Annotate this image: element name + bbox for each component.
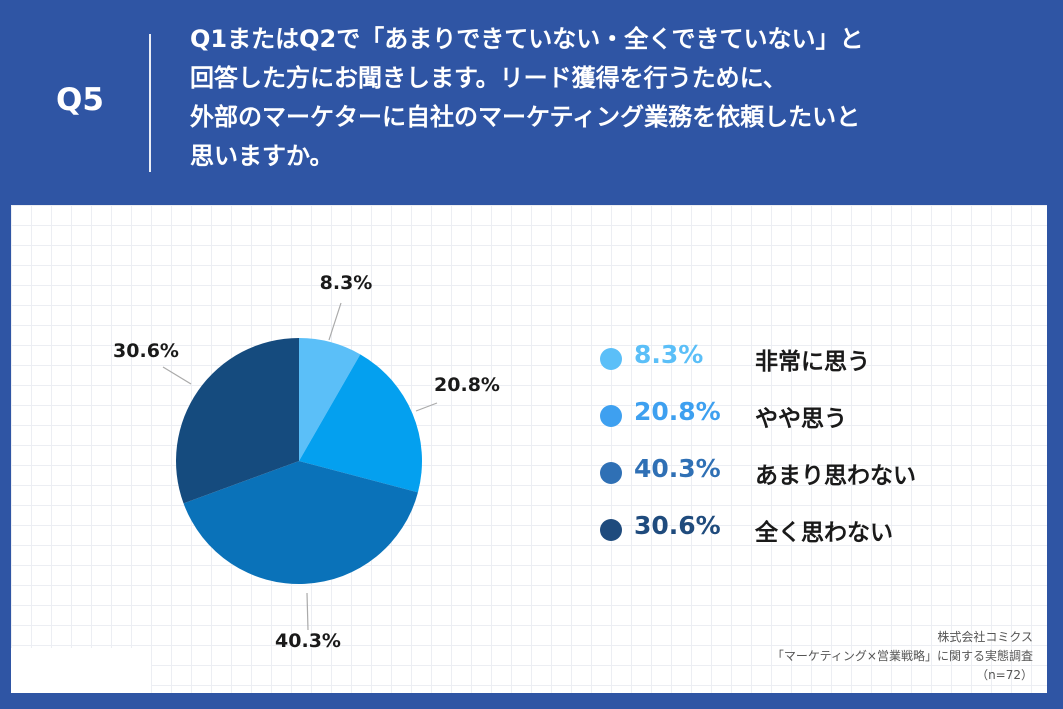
pie-slice	[299, 354, 422, 493]
source-survey: 「マーケティング×営業戦略」に関する実態調査	[771, 649, 1033, 663]
leader-line	[415, 402, 438, 412]
leader-line	[306, 592, 309, 631]
question-text: Q1またはQ2で「あまりできていない・全くできていない」と 回答した方にお聞きし…	[190, 20, 1010, 176]
chart-panel: 8.3% 20.8% 40.3% 30.6% 8.3% 非常に思う 20.8% やや思…	[11, 205, 1047, 693]
pie-slice	[183, 461, 418, 584]
question-line: Q1またはQ2で「あまりできていない・全くできていない」と	[190, 25, 864, 53]
slice-value-label: 8.3%	[320, 272, 373, 294]
question-line: 回答した方にお聞きします。リード獲得を行うために、	[190, 64, 787, 92]
slice-value-label: 20.8%	[434, 374, 500, 396]
pie-slice	[299, 338, 361, 461]
corner-mask	[11, 648, 151, 693]
leader-line	[162, 366, 192, 385]
question-number: Q5	[56, 82, 104, 118]
leader-line	[328, 302, 342, 341]
legend-label: あまり思わない	[755, 463, 916, 489]
legend-percent: 30.6%	[634, 511, 721, 540]
legend-dot	[600, 462, 622, 484]
legend-dot	[600, 405, 622, 427]
question-line: 外部のマーケターに自社のマーケティング業務を依頼したいと	[190, 103, 861, 131]
slice-value-label: 30.6%	[113, 340, 179, 362]
legend-label: やや思う	[755, 406, 847, 432]
source-note: 株式会社コミクス 「マーケティング×営業戦略」に関する実態調査 （n=72）	[772, 628, 1033, 685]
pie-slice	[176, 338, 299, 504]
source-sample: （n=72）	[976, 668, 1033, 682]
header-divider	[149, 34, 151, 172]
pie-chart: 8.3% 20.8% 40.3% 30.6%	[113, 272, 500, 652]
legend-dot	[600, 519, 622, 541]
source-company: 株式会社コミクス	[937, 630, 1033, 644]
slice-value-label: 40.3%	[275, 630, 341, 652]
legend-label: 全く思わない	[755, 520, 893, 546]
legend-label: 非常に思う	[755, 349, 870, 375]
legend-percent: 40.3%	[634, 454, 721, 483]
legend-dot	[600, 348, 622, 370]
legend-percent: 8.3%	[634, 340, 704, 369]
legend-percent: 20.8%	[634, 397, 721, 426]
question-header: Q5 Q1またはQ2で「あまりできていない・全くできていない」と 回答した方にお…	[0, 0, 1063, 205]
question-line: 思いますか。	[190, 142, 334, 170]
